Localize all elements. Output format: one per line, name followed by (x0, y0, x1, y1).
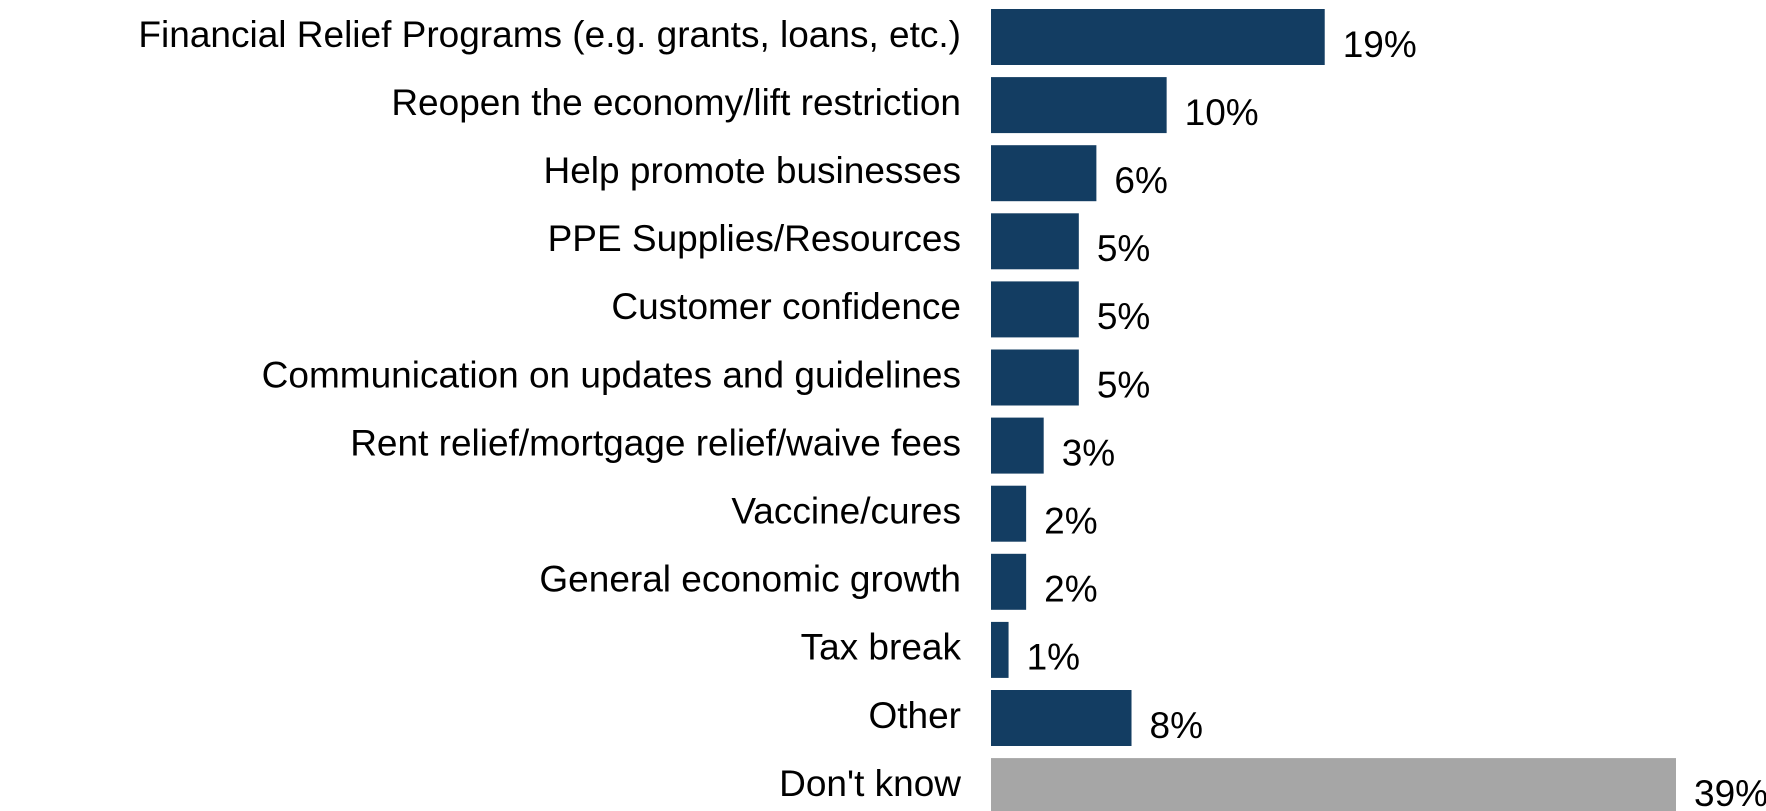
bar (991, 553, 1027, 610)
bar (991, 213, 1079, 270)
value-label: 5% (1097, 296, 1150, 337)
value-label: 8% (1150, 705, 1203, 746)
category-label: Vaccine/cures (731, 490, 961, 531)
value-label: 1% (1027, 637, 1080, 678)
value-label: 10% (1185, 92, 1259, 133)
bar (991, 621, 1009, 678)
value-label: 5% (1097, 364, 1150, 405)
category-label: Other (868, 695, 961, 736)
bar (991, 758, 1676, 811)
category-label: Communication on updates and guidelines (262, 354, 961, 395)
category-label: Tax break (801, 627, 962, 668)
value-label: 2% (1044, 500, 1097, 541)
bar (991, 349, 1079, 406)
bar (991, 485, 1027, 542)
bar (991, 690, 1132, 746)
category-label: PPE Supplies/Resources (548, 218, 961, 259)
category-label: Customer confidence (611, 286, 961, 327)
category-label: Don't know (779, 763, 961, 804)
value-label: 39% (1694, 773, 1766, 811)
bar (991, 281, 1079, 338)
category-label: General economic growth (539, 559, 961, 600)
category-label: Help promote businesses (544, 150, 962, 191)
bar (991, 77, 1167, 134)
category-label: Financial Relief Programs (e.g. grants, … (138, 14, 961, 55)
bar (991, 9, 1325, 65)
bar (991, 145, 1097, 202)
value-label: 19% (1343, 24, 1417, 65)
value-label: 2% (1044, 569, 1097, 610)
category-label: Reopen the economy/lift restriction (391, 82, 961, 123)
category-label: Rent relief/mortgage relief/waive fees (350, 422, 961, 463)
value-label: 5% (1097, 228, 1150, 269)
value-label: 3% (1062, 432, 1115, 473)
value-label: 6% (1114, 160, 1167, 201)
bar (991, 417, 1044, 474)
